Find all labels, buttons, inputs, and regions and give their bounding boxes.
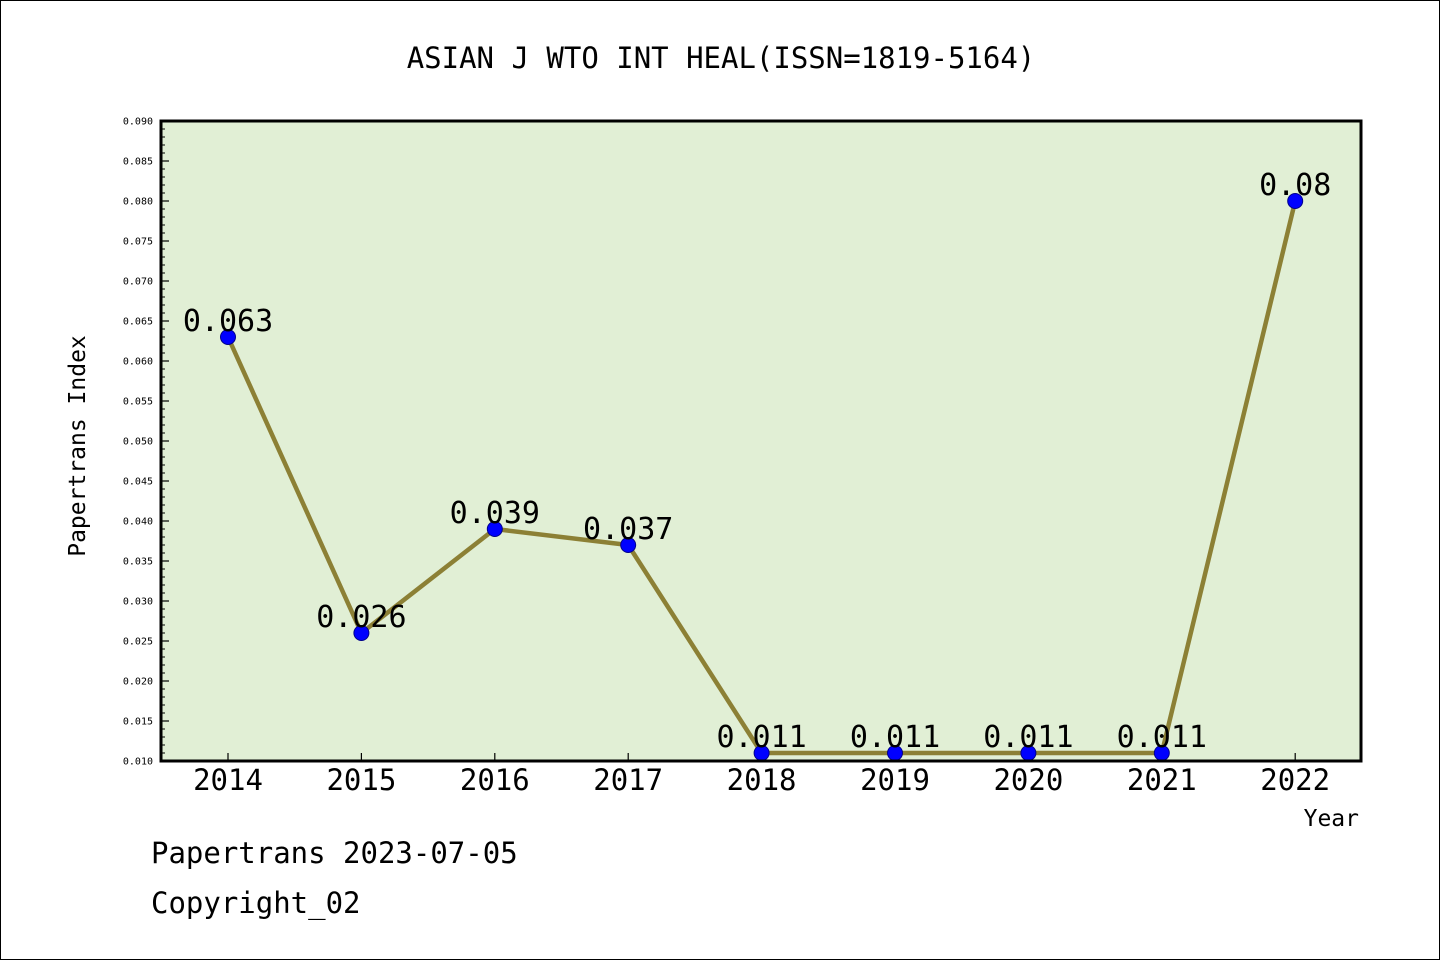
- y-tick-label: 0.045: [123, 477, 153, 488]
- y-tick-label: 0.090: [123, 117, 153, 128]
- x-tick-label: 2020: [993, 763, 1063, 797]
- data-point: [486, 521, 503, 537]
- y-tick-label: 0.050: [123, 437, 153, 448]
- x-tick-label: 2018: [727, 763, 797, 797]
- data-label: 0.011: [1117, 720, 1207, 755]
- plot-area: [161, 121, 1361, 761]
- y-tick-label: 0.020: [123, 677, 153, 688]
- y-tick-label: 0.025: [123, 637, 153, 648]
- y-tick-label: 0.085: [123, 157, 153, 168]
- x-tick-label: 2022: [1260, 763, 1330, 797]
- plot-border: [159, 119, 1363, 763]
- y-tick-label: 0.010: [123, 757, 153, 768]
- y-axis-label: Papertrans Index: [65, 335, 91, 557]
- data-point: [220, 329, 236, 345]
- y-tick-label: 0.065: [123, 317, 153, 328]
- data-label: 0.08: [1259, 168, 1331, 203]
- y-tick-label: 0.080: [123, 197, 153, 208]
- footer-date-text: Papertrans 2023-07-05: [151, 836, 518, 870]
- y-tick-label: 0.075: [123, 237, 153, 248]
- data-label: 0.011: [716, 720, 806, 755]
- y-tick-label: 0.040: [123, 517, 153, 528]
- data-point: [1287, 193, 1304, 209]
- data-point: [353, 625, 370, 641]
- y-tick-label: 0.070: [123, 277, 153, 288]
- x-tick-label: 2017: [593, 763, 663, 797]
- x-tick-label: 2021: [1127, 763, 1197, 797]
- x-tick-label: 2014: [193, 763, 263, 797]
- x-tick-label: 2015: [326, 763, 396, 797]
- data-label: 0.063: [183, 304, 273, 339]
- y-tick-label: 0.035: [123, 557, 153, 568]
- y-tick-label: 0.030: [123, 597, 153, 608]
- x-axis-label: Year: [1304, 806, 1359, 832]
- data-label: 0.039: [450, 496, 540, 531]
- x-tick-label: 2016: [460, 763, 530, 797]
- data-label: 0.026: [316, 600, 406, 635]
- y-tick-label: 0.015: [123, 717, 153, 728]
- x-tick-label: 2019: [860, 763, 930, 797]
- data-label: 0.037: [583, 512, 673, 547]
- footer-copyright-text: Copyright_02: [151, 886, 361, 920]
- chart-title: ASIAN J WTO INT HEAL(ISSN=1819-5164): [407, 41, 1036, 75]
- y-tick-label: 0.060: [123, 357, 153, 368]
- data-label: 0.011: [983, 720, 1073, 755]
- data-label: 0.011: [850, 720, 940, 755]
- y-tick-label: 0.055: [123, 397, 153, 408]
- data-point: [620, 537, 637, 553]
